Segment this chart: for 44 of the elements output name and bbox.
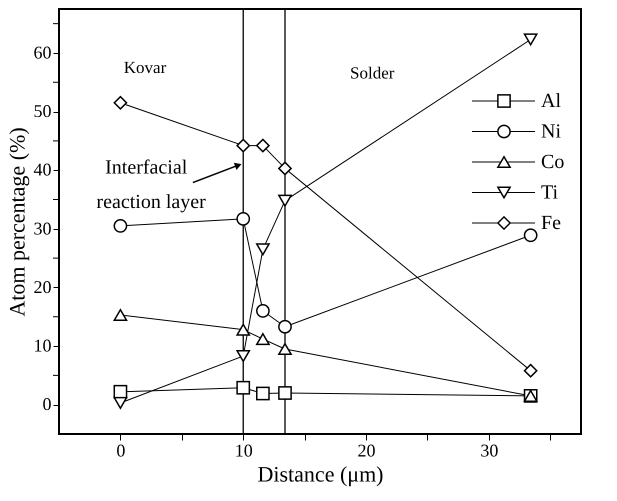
- point: [278, 342, 292, 356]
- legend-label: Co: [541, 151, 564, 173]
- point: [236, 380, 250, 395]
- point: [256, 304, 270, 318]
- y-tick-label: 0: [42, 394, 52, 414]
- y-tick-label: 20: [34, 276, 52, 297]
- legend-label: Al: [541, 90, 562, 112]
- point: [278, 162, 292, 176]
- point: [256, 138, 270, 152]
- point: [524, 364, 538, 378]
- annotation: Solder: [350, 63, 395, 82]
- point: [524, 33, 538, 46]
- y-tick-label: 30: [34, 218, 52, 238]
- point: [236, 138, 250, 152]
- point: [236, 350, 250, 362]
- y-tick-label: 40: [34, 160, 52, 180]
- legend-label: Ti: [541, 182, 559, 204]
- point: [236, 324, 250, 336]
- y-tick-label: 50: [34, 101, 52, 122]
- x-tick-label: 0: [116, 440, 126, 460]
- point: [114, 384, 128, 399]
- point: [256, 332, 270, 346]
- point: [236, 212, 250, 226]
- annotation: Interfacial reaction layer: [96, 156, 206, 213]
- x-tick-label: 30: [480, 440, 498, 460]
- y-tick-label: 10: [34, 336, 52, 356]
- legend-label: Ni: [541, 120, 562, 142]
- point: [278, 386, 292, 400]
- y-axis-title: Atom percentage (%): [4, 127, 30, 317]
- point: [114, 396, 128, 409]
- point: [524, 228, 538, 242]
- point: [114, 308, 128, 322]
- point: [278, 194, 292, 207]
- legend-label: Fe: [541, 212, 562, 234]
- x-tick-label: 10: [234, 440, 253, 460]
- x-axis-title: Distance (μm): [257, 462, 384, 486]
- point: [256, 243, 270, 256]
- x-tick-label: 20: [358, 440, 376, 460]
- annotation: Kovar: [124, 58, 167, 78]
- point: [256, 386, 270, 400]
- point: [278, 320, 292, 334]
- point: [114, 96, 128, 110]
- y-tick-label: 60: [34, 42, 52, 62]
- point: [114, 219, 128, 233]
